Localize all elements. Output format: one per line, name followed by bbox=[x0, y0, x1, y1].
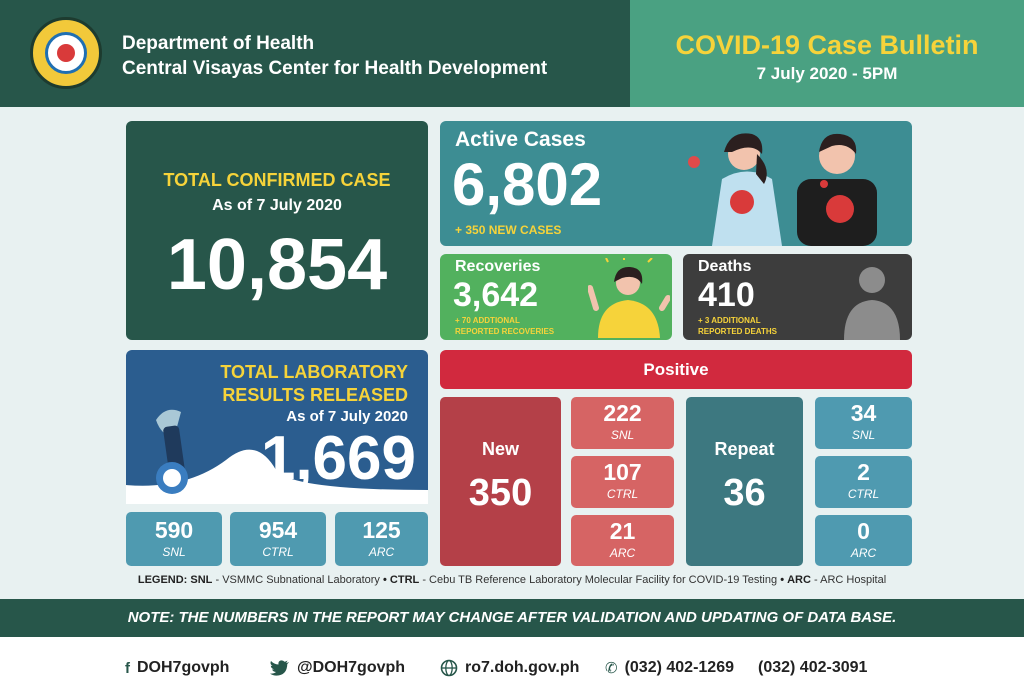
facebook-icon: f bbox=[125, 659, 130, 677]
deaths-value: 410 bbox=[698, 276, 755, 314]
new-snl-value: 222 bbox=[603, 400, 642, 426]
legend-arc-key: ARC bbox=[787, 574, 811, 586]
legend-snl-text: - VSMMC Subnational Laboratory bbox=[215, 574, 380, 586]
phone-icon: ✆ bbox=[605, 660, 618, 677]
deaths-additional-line1: + 3 ADDITIONAL bbox=[698, 316, 761, 325]
positive-repeat-box: Repeat 36 bbox=[686, 397, 803, 566]
positive-repeat-value: 36 bbox=[723, 472, 766, 514]
lab-snl-label: SNL bbox=[162, 545, 186, 559]
positive-header: Positive bbox=[440, 350, 912, 389]
header-left-band bbox=[0, 0, 630, 107]
recoveries-additional-line1: + 70 ADDTIONAL bbox=[455, 316, 520, 325]
lab-arc-label: ARC bbox=[368, 545, 395, 559]
lab-snl-box: 590 SNL bbox=[126, 512, 222, 566]
recoveries-additional-line2: REPORTED RECOVERIES bbox=[455, 327, 555, 336]
new-arc-value: 21 bbox=[609, 518, 636, 544]
lab-title-line1: TOTAL LABORATORY bbox=[220, 362, 408, 382]
lab-results-value: 1,669 bbox=[260, 424, 416, 493]
recoveries-label: Recoveries bbox=[455, 258, 541, 275]
positive-repeat-label: Repeat bbox=[714, 439, 775, 459]
repeat-ctrl-label: CTRL bbox=[847, 487, 880, 501]
active-cases-value: 6,802 bbox=[452, 151, 603, 218]
lab-ctrl-label: CTRL bbox=[262, 545, 294, 559]
bulletin-title: COVID-19 Case Bulletin bbox=[675, 30, 979, 60]
globe-icon bbox=[440, 659, 458, 677]
total-confirmed-value: 10,854 bbox=[166, 225, 388, 305]
website-url[interactable]: ro7.doh.gov.ph bbox=[465, 659, 580, 676]
note-bar bbox=[0, 599, 1024, 637]
lab-ctrl-box: 954 CTRL bbox=[230, 512, 326, 566]
new-ctrl-label: CTRL bbox=[606, 487, 639, 501]
lab-as-of: As of 7 July 2020 bbox=[286, 408, 408, 425]
repeat-ctrl-box: 2 CTRL bbox=[815, 456, 912, 508]
recoveries-value: 3,642 bbox=[453, 276, 539, 314]
header-right-band bbox=[630, 0, 1024, 107]
legend-ctrl-text: - Cebu TB Reference Laboratory Molecular… bbox=[422, 574, 778, 586]
deaths-label: Deaths bbox=[698, 258, 752, 275]
new-ctrl-value: 107 bbox=[603, 459, 642, 485]
lab-ctrl-value: 954 bbox=[258, 517, 298, 543]
new-arc-box: 21 ARC bbox=[571, 515, 674, 566]
legend-snl-key: SNL bbox=[190, 574, 213, 586]
lab-arc-value: 125 bbox=[362, 517, 401, 543]
bulletin-date: 7 July 2020 - 5PM bbox=[756, 64, 898, 83]
celebrating-woman-icon bbox=[588, 258, 670, 338]
phone-number-1[interactable]: (032) 402-1269 bbox=[624, 659, 734, 676]
new-snl-label: SNL bbox=[610, 428, 635, 442]
total-confirmed-as-of: As of 7 July 2020 bbox=[212, 197, 342, 214]
note-text: NOTE: THE NUMBERS IN THE REPORT MAY CHAN… bbox=[127, 609, 897, 626]
repeat-snl-value: 34 bbox=[850, 400, 877, 426]
lab-snl-value: 590 bbox=[154, 517, 194, 543]
positive-new-value: 350 bbox=[468, 472, 533, 514]
footer-twitter[interactable]: @DOH7govph bbox=[270, 659, 405, 677]
test-tube-illustration-icon bbox=[126, 409, 428, 504]
org-name-line2: Central Visayas Center for Health Develo… bbox=[122, 58, 548, 79]
footer-phones: ✆ (032) 402-1269 (032) 402-3091 bbox=[605, 659, 867, 677]
footer-facebook[interactable]: f DOH7govph bbox=[125, 659, 229, 677]
repeat-arc-label: ARC bbox=[850, 546, 877, 560]
total-confirmed-card bbox=[126, 121, 428, 340]
repeat-arc-box: 0 ARC bbox=[815, 515, 912, 566]
person-silhouette-icon bbox=[844, 267, 900, 340]
legend-arc-text: - ARC Hospital bbox=[814, 574, 887, 586]
repeat-ctrl-value: 2 bbox=[857, 459, 870, 485]
new-snl-box: 222 SNL bbox=[571, 397, 674, 449]
twitter-handle[interactable]: @DOH7govph bbox=[297, 659, 406, 676]
active-cases-label: Active Cases bbox=[455, 128, 586, 151]
positive-new-label: New bbox=[481, 439, 519, 459]
legend: LEGEND: SNL - VSMMC Subnational Laborato… bbox=[137, 574, 887, 586]
org-name-line1: Department of Health bbox=[122, 33, 315, 54]
legend-prefix: LEGEND: bbox=[137, 574, 188, 586]
facebook-handle[interactable]: DOH7govph bbox=[137, 659, 230, 676]
footer bbox=[0, 637, 1024, 696]
footer-website[interactable]: ro7.doh.gov.ph bbox=[440, 659, 579, 677]
phone-number-2[interactable]: (032) 402-3091 bbox=[758, 659, 868, 676]
twitter-icon bbox=[270, 660, 289, 676]
new-arc-label: ARC bbox=[609, 546, 636, 560]
doh-seal-icon bbox=[30, 17, 102, 89]
legend-ctrl-key: CTRL bbox=[389, 574, 420, 586]
active-new-cases: + 350 NEW CASES bbox=[455, 223, 562, 237]
total-confirmed-label: TOTAL CONFIRMED CASE bbox=[163, 170, 391, 190]
lab-arc-box: 125 ARC bbox=[335, 512, 428, 566]
new-ctrl-box: 107 CTRL bbox=[571, 456, 674, 508]
lab-title-line2: RESULTS RELEASED bbox=[222, 385, 408, 405]
repeat-arc-value: 0 bbox=[857, 518, 870, 544]
repeat-snl-box: 34 SNL bbox=[815, 397, 912, 449]
deaths-additional-line2: REPORTED DEATHS bbox=[698, 327, 777, 336]
repeat-snl-label: SNL bbox=[851, 428, 876, 442]
patients-illustration-icon bbox=[688, 133, 877, 246]
positive-new-box: New 350 bbox=[440, 397, 561, 566]
